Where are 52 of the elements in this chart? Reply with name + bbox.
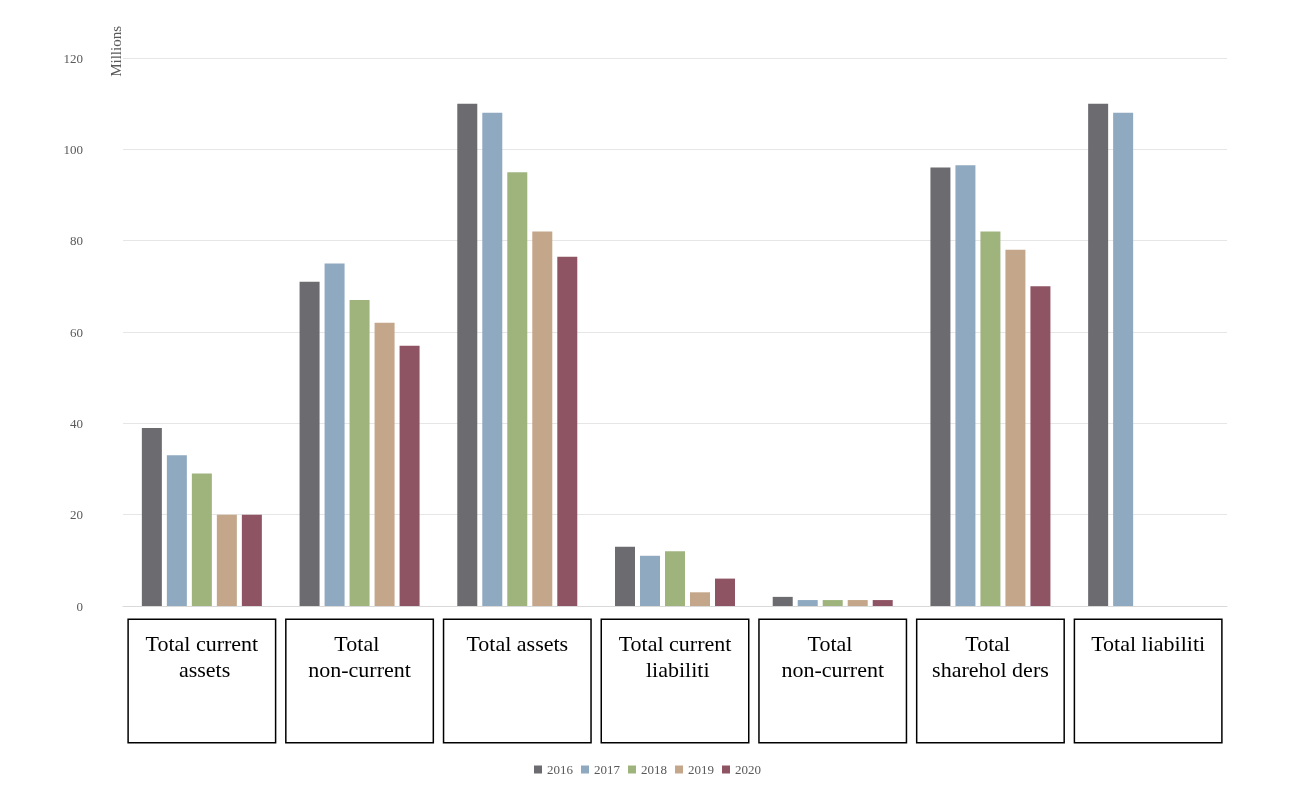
legend-label: 2017 [594,762,621,777]
legend-label: 2018 [641,762,667,777]
bar [399,345,420,606]
x-tick-label: Total current liabiliti [618,630,732,682]
bar [166,455,187,606]
bar [847,600,868,606]
bar [955,165,976,606]
legend-label: 2019 [688,762,714,777]
x-tick-label: Total sharehol ders [932,630,1049,682]
y-tick-label: 40 [70,415,83,431]
bar [216,514,237,606]
legend-label: 2020 [735,762,761,777]
bar [374,322,395,606]
bar [1005,249,1026,606]
bar [715,578,735,606]
bar [665,551,685,606]
bar [532,231,553,606]
y-tick-label: 100 [63,141,83,157]
x-tick-label: Total liabiliti [1091,630,1206,656]
bar [557,256,578,606]
y-tick-label: 60 [70,324,83,340]
bar [980,231,1001,606]
bar [241,514,262,606]
bar [930,167,951,606]
bar [640,555,660,606]
bar [1030,286,1051,606]
bar [615,546,635,606]
bar [1113,112,1134,606]
bar [141,427,162,606]
bar [324,263,345,606]
bar [191,473,212,606]
x-tick-label: Total non-current [781,630,885,682]
y-tick-label: 0 [76,598,83,614]
y-tick-label: 80 [70,233,83,249]
bar [690,592,710,606]
bar [772,596,793,606]
bar [482,112,503,606]
legend-label: 2016 [547,762,574,777]
bar [299,281,320,606]
y-tick-label: 20 [70,507,83,523]
bar [822,600,843,606]
x-tick-label: Total non-current [308,630,411,682]
bar [507,172,528,606]
bar [1088,103,1109,606]
bar [797,600,818,606]
bar [872,600,893,606]
y-tick-label: 120 [63,50,83,66]
bar [349,300,370,606]
x-tick-label: Total current assets [145,630,259,682]
y-axis-title: Millions [107,25,124,77]
x-tick-label: Total assets [466,630,569,656]
bar [457,103,478,606]
